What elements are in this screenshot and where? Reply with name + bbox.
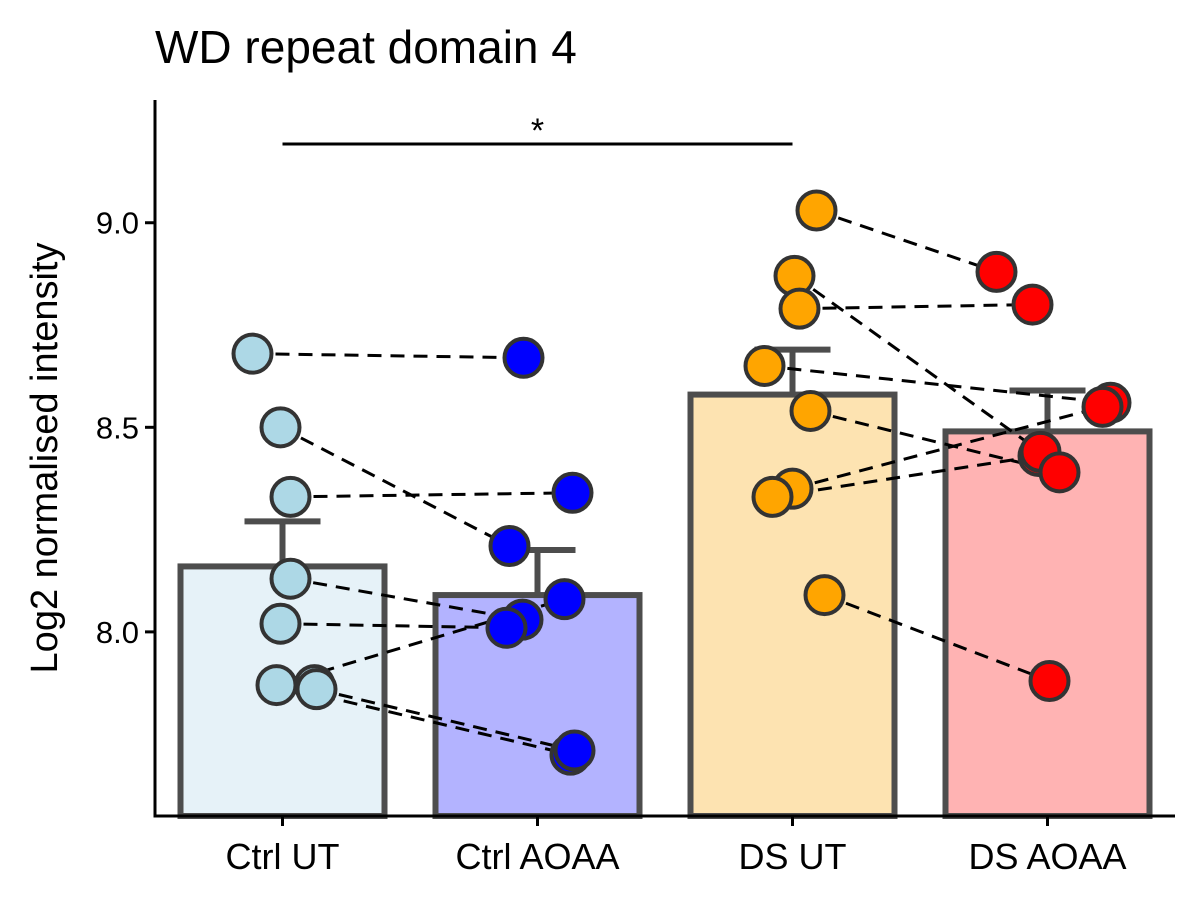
data-point-ds-ut (803, 574, 846, 617)
data-point-ctrl-ut (295, 668, 338, 711)
data-point-ctrl-aoaa (543, 578, 586, 621)
paired-line (799, 303, 1033, 311)
paired-line (816, 209, 997, 274)
points-layer (231, 189, 1132, 776)
paired-line (290, 491, 573, 499)
bar-ds-ut (687, 391, 898, 819)
bars-layer (177, 391, 1153, 820)
data-point-ctrl-aoaa (553, 729, 596, 772)
significance-label: * (531, 112, 544, 150)
data-point-ds-ut (795, 189, 838, 232)
x-tick-label: Ctrl UT (226, 836, 340, 877)
data-point-ds-aoaa (1081, 385, 1124, 428)
data-point-ds-ut (778, 287, 821, 330)
paired-line (823, 593, 1051, 683)
data-point-ds-aoaa (1038, 451, 1081, 494)
data-point-ds-ut (751, 475, 794, 518)
x-tick-label: Ctrl AOAA (455, 836, 619, 877)
data-point-ctrl-ut (269, 557, 312, 600)
paired-line (280, 622, 507, 630)
axes-layer: 8.0 8.5 9.0 Ctrl UT Ctrl AOAA DS UT DS AOAA (96, 100, 1175, 877)
paired-line (764, 364, 1111, 405)
paired-line (252, 352, 524, 360)
data-point-ds-aoaa (975, 250, 1018, 293)
y-tick-label: 8.5 (96, 410, 139, 445)
data-point-ctrl-aoaa (551, 471, 594, 514)
data-point-ctrl-ut (231, 332, 274, 375)
data-point-ds-aoaa (1011, 283, 1054, 326)
data-point-ds-ut (743, 344, 786, 387)
paired-line (792, 405, 1103, 491)
y-tick-label: 8.0 (96, 615, 139, 650)
data-point-ctrl-ut (255, 664, 298, 707)
y-tick-label: 9.0 (96, 206, 139, 241)
x-tick-label: DS AOAA (968, 836, 1126, 877)
data-point-ctrl-ut (269, 475, 312, 518)
paired-line (793, 274, 1042, 454)
data-point-ctrl-ut (259, 602, 302, 645)
data-point-ctrl-ut (259, 406, 302, 449)
chart-title: WD repeat domain 4 (155, 21, 577, 73)
data-point-ctrl-aoaa (502, 336, 545, 379)
x-tick-label: DS UT (739, 836, 847, 877)
significance-layer: * (282, 112, 793, 150)
data-point-ctrl-aoaa (485, 606, 528, 649)
data-point-ctrl-aoaa (488, 524, 531, 567)
paired-line (290, 577, 523, 622)
y-axis-label: Log2 normalised intensity (24, 243, 66, 674)
paired-line (279, 425, 511, 548)
data-point-ds-aoaa (1028, 659, 1071, 702)
paired-line (316, 687, 575, 752)
data-point-ds-ut (789, 389, 832, 432)
paired-line (810, 409, 1060, 474)
